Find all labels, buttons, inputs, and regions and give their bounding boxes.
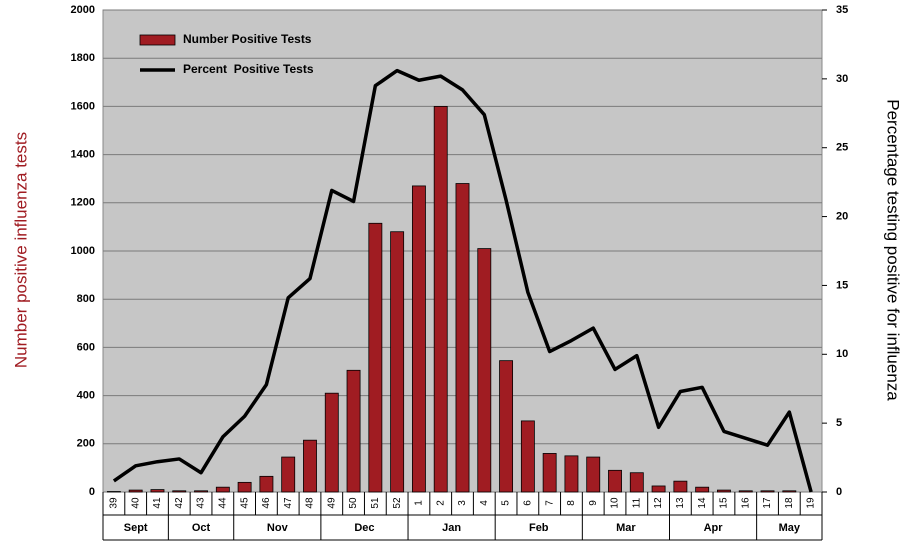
month-label: Dec	[354, 522, 374, 534]
legend-label: Percent Positive Tests	[183, 62, 314, 76]
y2-tick-label: 10	[836, 348, 848, 360]
x-tick-label: 14	[697, 497, 708, 509]
x-tick-label: 19	[806, 497, 817, 509]
month-label: Sept	[124, 522, 148, 534]
month-label: Nov	[267, 522, 289, 534]
y2-tick-label: 30	[836, 73, 848, 85]
x-tick-label: 42	[174, 497, 185, 509]
y2-tick-label: 20	[836, 210, 848, 222]
x-tick-label: 2	[435, 500, 446, 506]
y-axis-label: Number positive influenza tests	[11, 132, 30, 368]
line	[112, 68, 813, 493]
x-tick-label: 8	[566, 500, 577, 506]
bar	[782, 490, 797, 493]
month-label: Apr	[704, 522, 724, 534]
bar	[673, 480, 688, 493]
bar	[303, 439, 317, 493]
y-tick-label: 600	[77, 341, 95, 353]
month-label: Oct	[192, 522, 211, 534]
x-tick-label: 49	[326, 497, 337, 509]
y-tick-label: 1400	[71, 149, 95, 161]
bar	[520, 420, 535, 493]
bar	[324, 392, 339, 493]
x-tick-label: 50	[348, 497, 359, 509]
x-tick-label: 43	[196, 497, 207, 509]
bar	[542, 453, 557, 493]
bar	[738, 490, 753, 493]
bar	[237, 481, 252, 493]
x-tick-label: 12	[653, 497, 664, 509]
x-tick-label: 3	[457, 500, 468, 506]
bar	[608, 469, 622, 493]
x-tick-label: 39	[109, 497, 120, 509]
bar	[477, 248, 492, 493]
x-tick-label: 15	[719, 497, 730, 509]
y-tick-label: 2000	[71, 4, 95, 16]
y-tick-label: 400	[77, 390, 95, 402]
x-tick-label: 18	[784, 497, 795, 509]
y2-axis-label: Percentage testing positive for influenz…	[884, 99, 903, 401]
bar	[128, 489, 143, 493]
x-tick-label: 4	[479, 500, 490, 506]
x-tick-label: 47	[283, 497, 294, 509]
x-tick-label: 45	[239, 497, 250, 509]
bar	[695, 486, 710, 493]
bar	[346, 369, 361, 493]
y2-tick-label: 0	[836, 486, 842, 498]
y-tick-label: 1000	[71, 245, 95, 257]
legend-label: Number Positive Tests	[183, 32, 312, 46]
x-tick-label: 52	[392, 497, 403, 509]
x-tick-label: 46	[261, 497, 272, 509]
month-label: Mar	[616, 522, 636, 534]
legend-swatch	[139, 34, 176, 46]
y2-tick-label: 5	[836, 417, 842, 429]
x-tick-label: 13	[675, 497, 686, 509]
bar	[281, 456, 296, 493]
y2-tick-label: 15	[836, 279, 848, 291]
bar	[717, 489, 731, 493]
bar	[651, 485, 666, 493]
x-tick-label: 5	[501, 500, 512, 506]
x-tick-label: 51	[370, 497, 381, 509]
bar	[215, 486, 230, 493]
bar	[390, 231, 405, 493]
bar	[411, 185, 426, 493]
x-tick-label: 41	[152, 497, 163, 509]
month-label: Feb	[529, 522, 549, 534]
x-tick-label: 7	[544, 500, 555, 506]
bar	[586, 456, 601, 493]
x-tick-label: 1	[414, 500, 425, 506]
bar	[433, 106, 448, 493]
bar	[368, 222, 383, 493]
bar	[564, 455, 579, 493]
bar	[455, 183, 470, 493]
x-tick-label: 44	[217, 497, 228, 509]
x-tick-label: 11	[631, 497, 642, 508]
bar	[760, 490, 775, 493]
x-tick-label: 48	[305, 497, 316, 509]
x-tick-label: 17	[762, 497, 773, 509]
y-tick-label: 0	[89, 486, 95, 498]
y-tick-label: 800	[77, 293, 95, 305]
y-tick-label: 1600	[71, 100, 95, 112]
bar	[150, 489, 165, 493]
bar	[259, 475, 274, 493]
y-tick-label: 1800	[71, 52, 95, 64]
bar	[172, 490, 187, 493]
x-tick-label: 16	[740, 497, 751, 509]
x-tick-label: 9	[588, 500, 599, 506]
month-label: May	[779, 522, 801, 534]
y-tick-label: 200	[77, 438, 95, 450]
x-tick-label: 40	[130, 497, 141, 509]
y2-tick-label: 35	[836, 4, 848, 16]
y2-tick-label: 25	[836, 142, 848, 154]
month-label: Jan	[442, 522, 461, 534]
bar	[499, 360, 514, 493]
y-tick-label: 1200	[71, 197, 95, 209]
x-tick-label: 10	[610, 497, 621, 509]
bar	[194, 490, 208, 493]
x-tick-label: 6	[523, 500, 534, 506]
bar	[629, 472, 644, 493]
